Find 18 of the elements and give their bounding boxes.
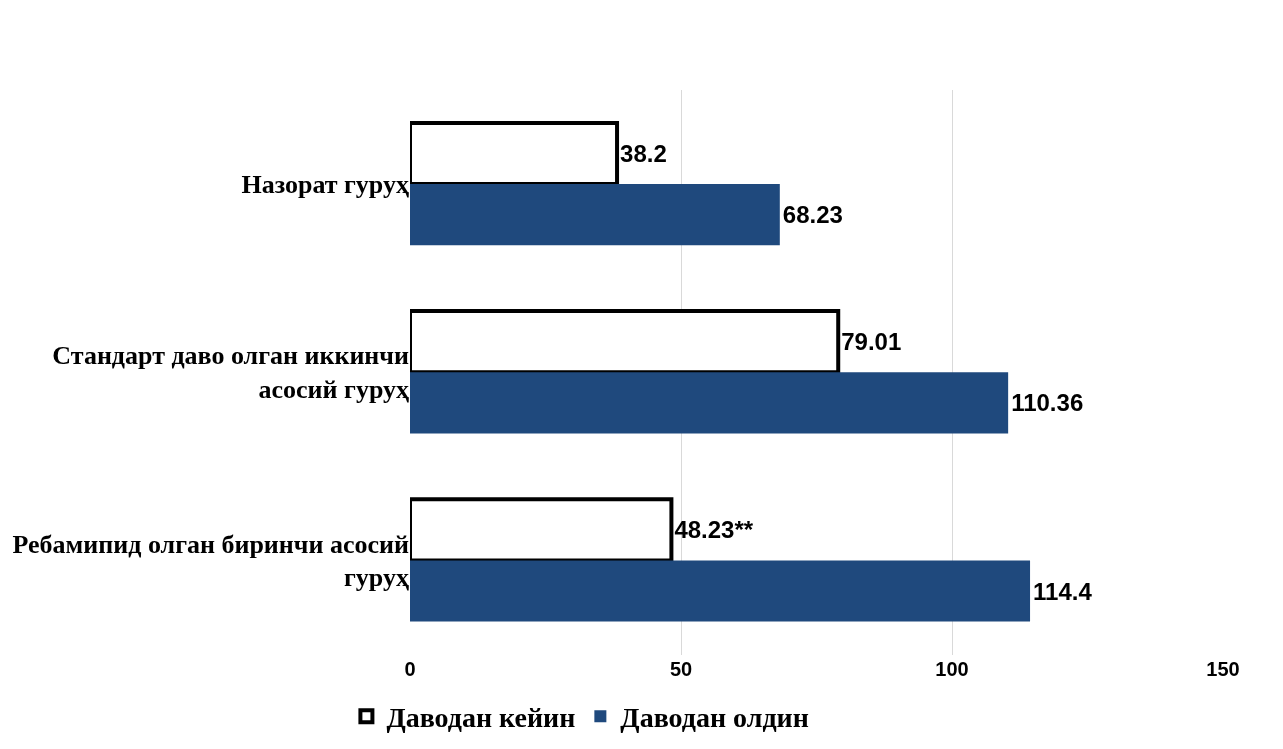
- legend-label: Даводан кейин: [386, 702, 576, 734]
- legend-label: Даводан олдин: [620, 702, 809, 734]
- bar: [410, 372, 1009, 434]
- data-label: 68.23: [782, 201, 843, 229]
- bar: [410, 184, 780, 246]
- bar: [410, 560, 1031, 622]
- x-tick-label: 100: [935, 657, 969, 680]
- data-label: 48.23**: [674, 516, 754, 544]
- data-label: 38.2: [620, 140, 667, 168]
- y-tick-label: Стандарт даво олган иккинчи асосий гуруҳ: [52, 341, 410, 405]
- data-label: 79.01: [841, 328, 902, 356]
- data-label: 110.36: [1011, 389, 1084, 417]
- data-label: 114.4: [1033, 577, 1093, 605]
- x-tick-label: 50: [669, 657, 693, 680]
- x-tick-label: 150: [1206, 657, 1240, 680]
- y-tick-label: Назорат гуруҳ: [241, 170, 409, 200]
- x-tick-label: 0: [404, 657, 416, 680]
- y-tick-label: Ребамипид олган биринчи асосий гуруҳ: [12, 529, 410, 593]
